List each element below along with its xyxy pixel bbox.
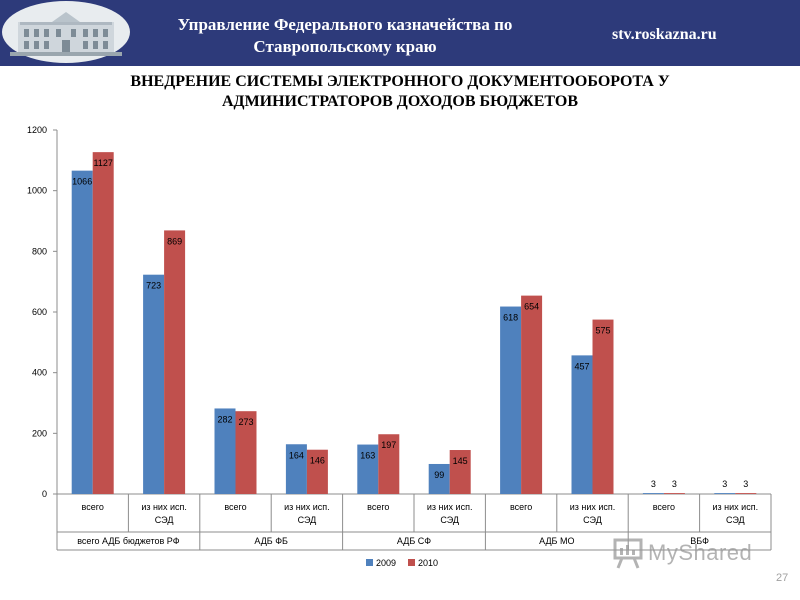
slide-title-line-2: АДМИНИСТРАТОРОВ ДОХОДОВ БЮДЖЕТОВ	[222, 93, 578, 110]
legend-swatch	[366, 559, 373, 566]
watermark-text: MyShared	[648, 540, 753, 565]
legend-label: 2009	[376, 558, 396, 568]
category-label: всего	[82, 502, 104, 512]
data-label: 618	[503, 313, 518, 323]
bar	[428, 463, 450, 494]
org-line-1: Управление Федерального казначейства по	[177, 15, 513, 34]
category-label: всего	[510, 502, 532, 512]
category-label: СЭД	[298, 515, 317, 525]
group-label: АДБ СФ	[397, 536, 431, 546]
group-label: всего АДБ бюджетов РФ	[77, 536, 179, 546]
y-tick-label: 1200	[27, 125, 47, 135]
y-tick-label: 400	[32, 368, 47, 378]
bar	[378, 434, 400, 494]
y-tick-label: 0	[42, 489, 47, 499]
data-label: 145	[453, 456, 468, 466]
y-tick-label: 600	[32, 307, 47, 317]
watermark: MyShared	[612, 536, 762, 570]
bar	[449, 450, 471, 494]
bar	[500, 306, 522, 494]
bar	[92, 152, 114, 494]
bar-chart: 0 200 400 600 800 1000 1200 1066 723 282 164 163 99 6…	[27, 125, 772, 568]
bar	[521, 295, 543, 494]
data-label: 99	[434, 470, 444, 480]
bar	[306, 449, 328, 494]
data-label: 654	[524, 302, 539, 312]
data-label: 3	[722, 479, 727, 489]
bar	[164, 230, 186, 495]
data-label: 3	[743, 479, 748, 489]
data-label: 1127	[94, 158, 113, 168]
category-label: СЭД	[155, 515, 174, 525]
data-label: 282	[217, 414, 232, 424]
page-number: 27	[776, 572, 789, 584]
category-label: из них исп.	[570, 502, 616, 512]
bar	[571, 355, 593, 494]
group-label: АДБ МО	[539, 536, 574, 546]
slide-title: ВНЕДРЕНИЕ СИСТЕМЫ ЭЛЕКТРОННОГО ДОКУМЕНТО…	[60, 72, 740, 112]
data-label: 273	[238, 417, 253, 427]
legend-swatch	[408, 559, 415, 566]
bar	[642, 493, 664, 494]
y-tick-label: 200	[32, 428, 47, 438]
bar	[714, 493, 736, 494]
legend-label: 2010	[418, 558, 438, 568]
category-label: СЭД	[440, 515, 459, 525]
category-label: из них исп.	[427, 502, 473, 512]
org-line-2: Ставропольскому краю	[253, 37, 437, 56]
header-bar: Управление Федерального казначейства по …	[0, 0, 800, 66]
group-label: АДБ ФБ	[254, 536, 288, 546]
data-label: 163	[360, 451, 375, 461]
category-label: из них исп.	[284, 502, 330, 512]
data-label: 575	[595, 326, 610, 336]
bar	[592, 319, 614, 494]
category-label: из них исп.	[713, 502, 759, 512]
data-label: 197	[381, 440, 396, 450]
data-label: 723	[146, 281, 161, 291]
data-label: 3	[672, 479, 677, 489]
slide-title-line-1: ВНЕДРЕНИЕ СИСТЕМЫ ЭЛЕКТРОННОГО ДОКУМЕНТО…	[130, 73, 670, 90]
y-tick-label: 1000	[27, 186, 47, 196]
bar	[235, 411, 257, 494]
bar	[214, 408, 236, 494]
category-label: из них исп.	[141, 502, 187, 512]
presentation-board-icon	[613, 538, 643, 569]
category-label: всего	[653, 502, 675, 512]
building-logo-icon	[2, 1, 130, 63]
organization-name: Управление Федерального казначейства по …	[170, 14, 520, 58]
bar	[663, 493, 685, 494]
category-label: СЭД	[726, 515, 745, 525]
y-tick-label: 800	[32, 246, 47, 256]
bar	[735, 493, 757, 494]
category-label: СЭД	[583, 515, 602, 525]
data-label: 1066	[72, 177, 92, 187]
category-label: всего	[367, 502, 389, 512]
bar	[285, 444, 307, 494]
data-label: 457	[574, 361, 589, 371]
category-label: всего	[224, 502, 246, 512]
bar	[143, 274, 165, 494]
data-label: 869	[167, 236, 182, 246]
group-label: ВБФ	[690, 536, 709, 546]
bar	[357, 444, 379, 494]
data-label: 146	[310, 456, 325, 466]
data-label: 164	[289, 450, 304, 460]
website-link[interactable]: stv.roskazna.ru	[612, 26, 717, 43]
data-label: 3	[651, 479, 656, 489]
bar	[71, 170, 93, 494]
